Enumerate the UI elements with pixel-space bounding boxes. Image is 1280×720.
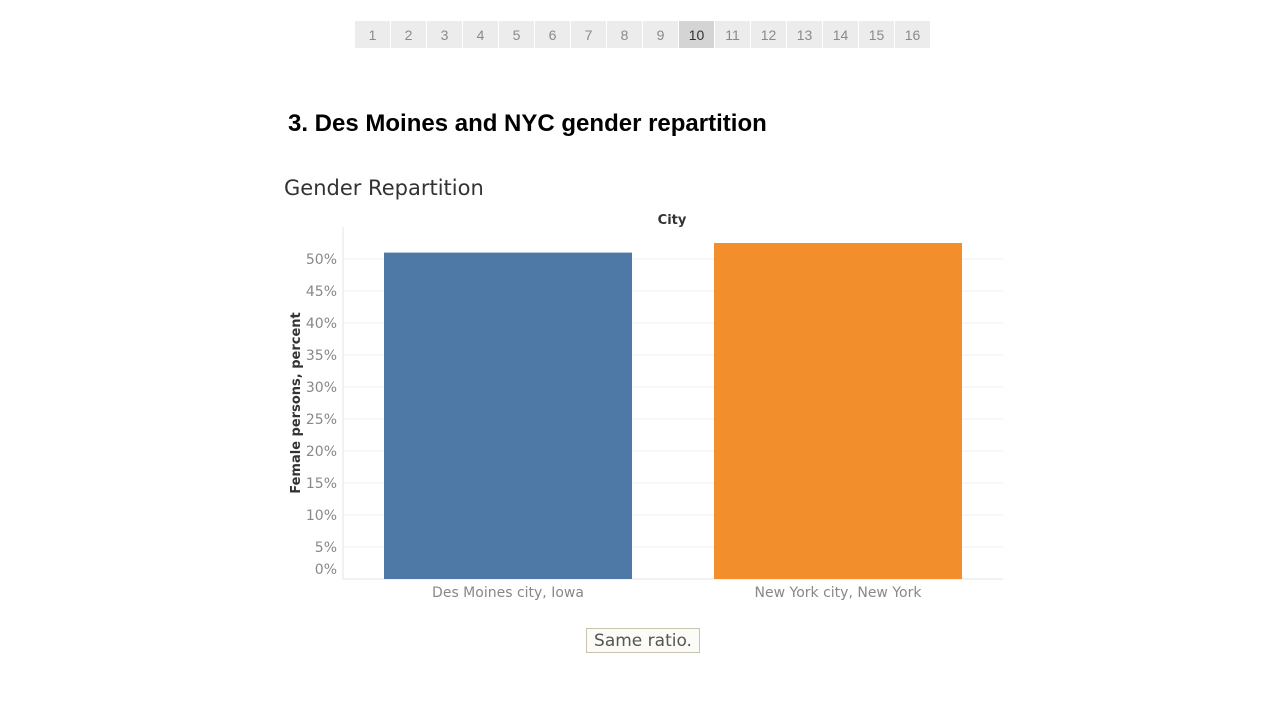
y-tick-label: 30% <box>306 380 337 396</box>
y-tick-label: 5% <box>315 540 337 556</box>
page-button-4[interactable]: 4 <box>463 21 498 48</box>
page-button-12[interactable]: 12 <box>751 21 786 48</box>
page-button-5[interactable]: 5 <box>499 21 534 48</box>
page-button-3[interactable]: 3 <box>427 21 462 48</box>
page-button-8[interactable]: 8 <box>607 21 642 48</box>
page-button-1[interactable]: 1 <box>355 21 390 48</box>
page-button-7[interactable]: 7 <box>571 21 606 48</box>
page-button-2[interactable]: 2 <box>391 21 426 48</box>
x-category-label: Des Moines city, Iowa <box>432 585 584 601</box>
y-tick-label: 25% <box>306 412 337 428</box>
caption-box[interactable]: Same ratio. <box>586 628 700 653</box>
y-axis-label: Female persons, percent <box>289 312 304 493</box>
bar-new-york <box>714 243 962 579</box>
page-button-13[interactable]: 13 <box>787 21 822 48</box>
page-button-9[interactable]: 9 <box>643 21 678 48</box>
y-tick-label: 45% <box>306 284 337 300</box>
y-tick-label: 15% <box>306 476 337 492</box>
x-category-label: New York city, New York <box>755 585 923 601</box>
page-button-14[interactable]: 14 <box>823 21 858 48</box>
y-tick-label: 10% <box>306 508 337 524</box>
y-tick-label: 20% <box>306 444 337 460</box>
page-button-16[interactable]: 16 <box>895 21 930 48</box>
y-tick-label: 0% <box>315 562 337 578</box>
bar-des-moines <box>384 252 632 579</box>
chart-title: Gender Repartition <box>284 176 484 200</box>
page-button-6[interactable]: 6 <box>535 21 570 48</box>
story-title: 3. Des Moines and NYC gender repartition <box>288 110 767 137</box>
y-tick-label: 50% <box>306 252 337 268</box>
page-button-15[interactable]: 15 <box>859 21 894 48</box>
story-pager: 1 2 3 4 5 6 7 8 9 10 11 12 13 14 15 16 <box>355 21 930 48</box>
page-button-10[interactable]: 10 <box>679 21 714 48</box>
y-tick-label: 35% <box>306 348 337 364</box>
column-header: City <box>658 213 687 228</box>
y-tick-label: 40% <box>306 316 337 332</box>
page-button-11[interactable]: 11 <box>715 21 750 48</box>
